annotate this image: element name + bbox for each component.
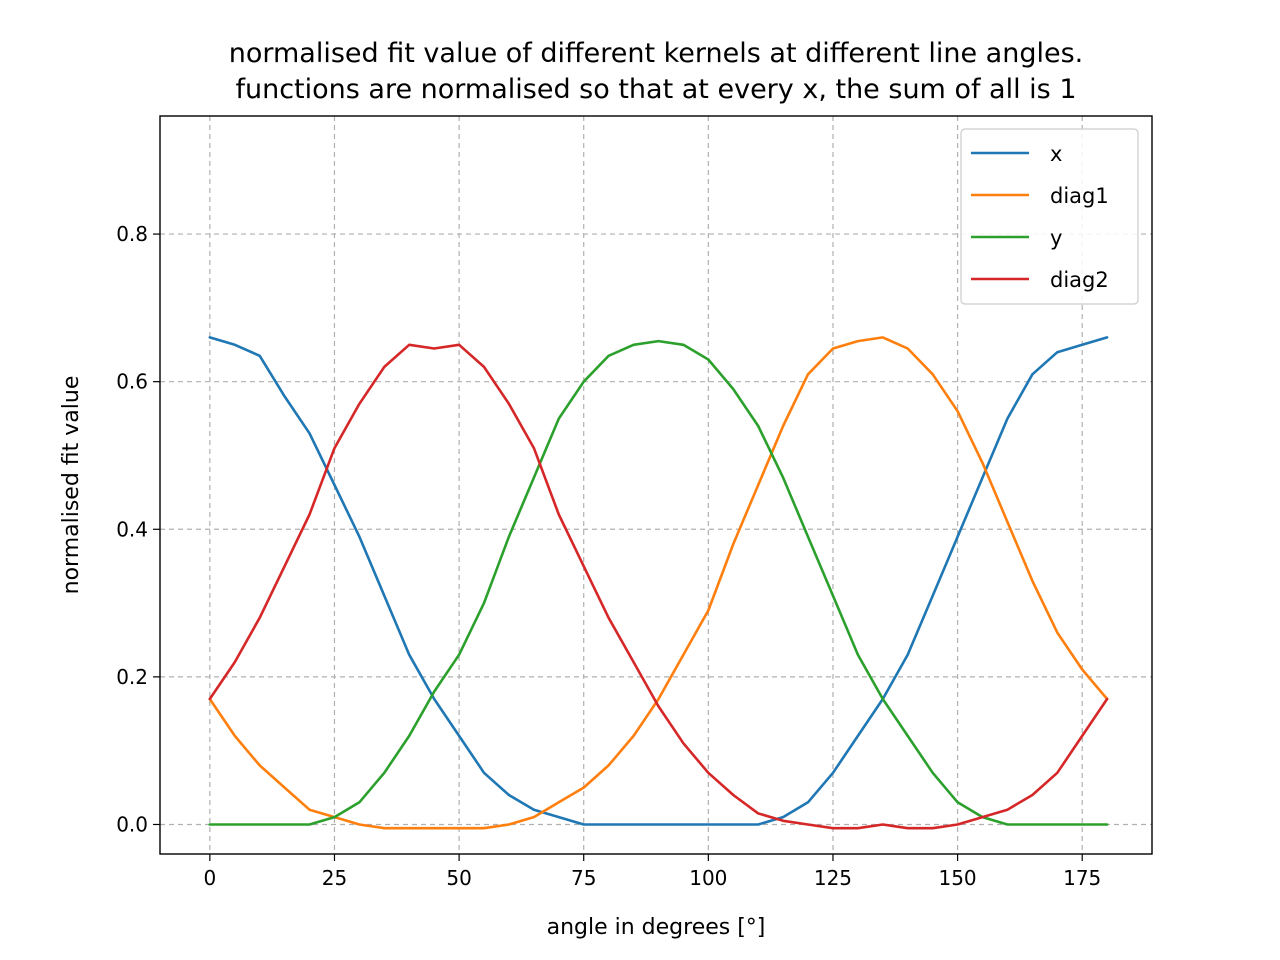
y-tick-label: 0.0 [116, 812, 148, 836]
series-line-x [208, 336, 1109, 826]
y-tick-label: 0.8 [116, 222, 148, 246]
x-tick-label: 50 [446, 866, 471, 890]
legend-entries: x diag1 y diag2 [971, 142, 1109, 292]
x-tick-label: 175 [1063, 866, 1101, 890]
x-tick-label: 0 [203, 866, 216, 890]
y-tick-label: 0.2 [116, 665, 148, 689]
legend-label-diag1: diag1 [1050, 184, 1109, 208]
y-axis-ticks: 0.0 0.2 0.4 0.6 0.8 [116, 222, 160, 836]
x-tick-label: 75 [571, 866, 596, 890]
grid-layer [160, 116, 1152, 854]
y-tick-label: 0.4 [116, 517, 148, 541]
legend-label-x: x [1050, 142, 1062, 166]
legend-label-diag2: diag2 [1050, 268, 1109, 292]
legend: x diag1 y diag2 [960, 128, 1139, 305]
series-layer [208, 336, 1109, 830]
y-axis-label: normalised fit value [59, 376, 84, 595]
chart-title-line-1: normalised fit value of different kernel… [229, 38, 1084, 69]
chart-title-line-2: functions are normalised so that at ever… [235, 74, 1076, 105]
x-tick-label: 150 [938, 866, 976, 890]
legend-box [960, 128, 1139, 305]
x-axis-ticks: 0 25 50 75 100 125 150 175 [203, 854, 1101, 890]
series-line-y [208, 339, 1109, 826]
x-tick-label: 125 [814, 866, 852, 890]
series-line-diag2 [208, 343, 1109, 830]
series-line-diag1 [208, 336, 1109, 830]
legend-label-y: y [1050, 226, 1062, 250]
x-axis-label: angle in degrees [°] [547, 915, 766, 940]
plot-area-frame [159, 115, 1153, 855]
y-tick-label: 0.6 [116, 370, 148, 394]
x-tick-label: 100 [689, 866, 727, 890]
x-tick-label: 25 [322, 866, 347, 890]
